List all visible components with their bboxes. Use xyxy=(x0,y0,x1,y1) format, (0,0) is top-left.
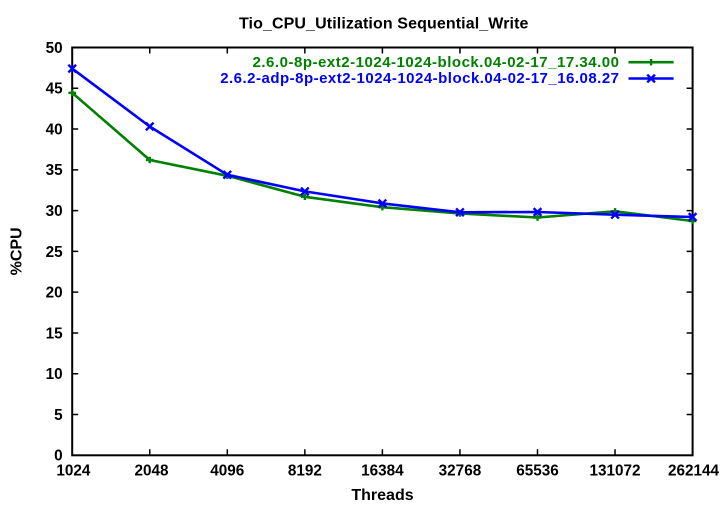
svg-text:Threads: Threads xyxy=(351,487,413,504)
svg-text:2.6.0-8p-ext2-1024-1024-block.: 2.6.0-8p-ext2-1024-1024-block.04-02-17_1… xyxy=(253,54,620,71)
svg-text:32768: 32768 xyxy=(439,463,482,480)
svg-text:0: 0 xyxy=(54,448,63,465)
svg-text:20: 20 xyxy=(46,285,63,302)
svg-text:50: 50 xyxy=(46,40,63,57)
svg-text:5: 5 xyxy=(54,407,63,424)
svg-text:%CPU: %CPU xyxy=(9,227,26,275)
svg-text:30: 30 xyxy=(46,203,63,220)
svg-text:45: 45 xyxy=(46,81,64,98)
svg-text:Tio_CPU_Utilization Sequential: Tio_CPU_Utilization Sequential_Write xyxy=(239,15,529,32)
svg-text:2048: 2048 xyxy=(135,463,170,480)
svg-text:1024: 1024 xyxy=(56,463,91,480)
svg-text:10: 10 xyxy=(46,366,63,383)
svg-text:131072: 131072 xyxy=(590,463,641,480)
svg-text:16384: 16384 xyxy=(361,463,404,480)
svg-text:2.6.2-adp-8p-ext2-1024-1024-bl: 2.6.2-adp-8p-ext2-1024-1024-block.04-02-… xyxy=(220,70,619,87)
svg-text:25: 25 xyxy=(46,244,64,261)
svg-text:4096: 4096 xyxy=(210,463,244,480)
svg-text:65536: 65536 xyxy=(516,463,559,480)
svg-text:40: 40 xyxy=(46,121,63,138)
svg-text:35: 35 xyxy=(46,162,64,179)
svg-text:262144: 262144 xyxy=(668,463,720,480)
svg-text:8192: 8192 xyxy=(288,463,322,480)
svg-text:15: 15 xyxy=(46,325,64,342)
